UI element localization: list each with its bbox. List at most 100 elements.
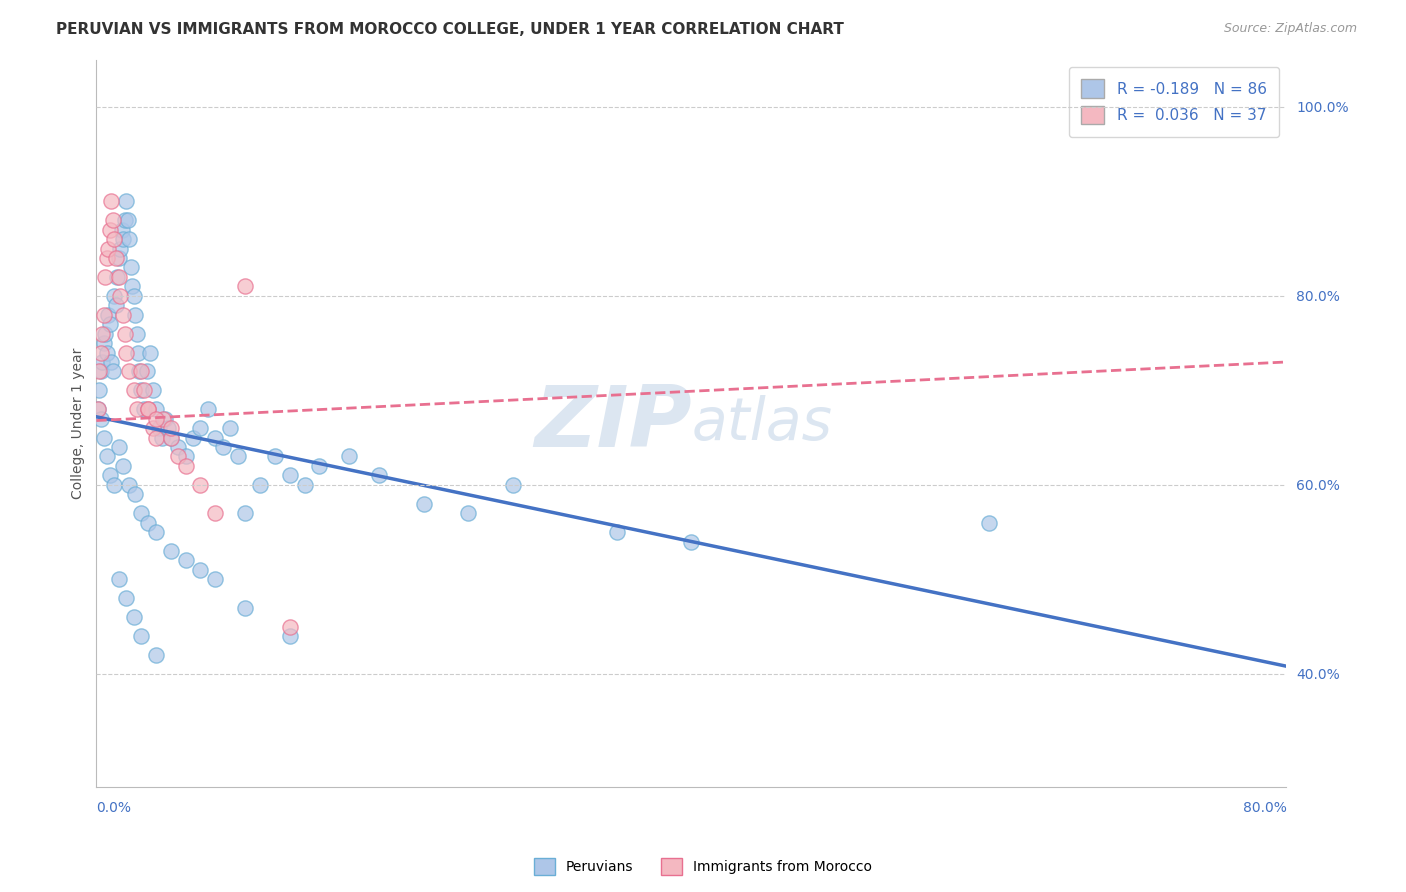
Point [128,364,150,378]
Point [142,421,165,435]
Point [145,524,167,539]
Point [174,553,197,567]
Point [105,269,128,284]
Point [226,450,249,464]
Point [90,345,112,359]
Legend: Peruvians, Immigrants from Morocco: Peruvians, Immigrants from Morocco [529,853,877,880]
Point [97,308,120,322]
Point [294,478,316,492]
Point [115,591,138,606]
Point [97,242,120,256]
Point [138,402,160,417]
Point [233,506,256,520]
Point [152,411,174,425]
Point [233,600,256,615]
Point [606,524,628,539]
Point [104,298,127,312]
Point [107,269,129,284]
Point [96,251,118,265]
Point [142,384,165,398]
Point [138,402,160,417]
Point [124,308,146,322]
Point [94,326,117,341]
Point [112,232,135,246]
Point [249,478,271,492]
Point [278,629,301,643]
Point [145,431,167,445]
Text: 80.0%: 80.0% [1243,801,1286,815]
Point [98,468,121,483]
Point [167,440,190,454]
Point [127,345,149,359]
Point [159,431,181,445]
Point [132,384,155,398]
Point [104,251,127,265]
Point [124,487,146,501]
Point [107,572,129,586]
Point [132,402,155,417]
Text: atlas: atlas [692,395,832,452]
Text: 0.0%: 0.0% [97,801,131,815]
Point [197,402,219,417]
Point [107,251,129,265]
Point [118,478,141,492]
Point [145,411,167,425]
Point [101,364,124,378]
Point [121,279,143,293]
Point [129,629,152,643]
Point [117,213,139,227]
Point [122,610,145,624]
Point [120,260,142,275]
Point [87,402,110,417]
Point [112,308,135,322]
Point [111,222,134,236]
Point [107,440,129,454]
Point [204,572,226,586]
Point [89,384,111,398]
Point [278,468,301,483]
Point [308,458,330,473]
Point [204,506,226,520]
Point [412,497,434,511]
Point [118,232,141,246]
Point [278,619,301,633]
Point [233,279,256,293]
Point [93,431,115,445]
Point [502,478,524,492]
Point [145,402,167,417]
Point [122,289,145,303]
Point [89,364,111,378]
Point [263,450,285,464]
Point [103,232,125,246]
Point [139,345,162,359]
Point [114,213,136,227]
Point [181,431,204,445]
Point [190,563,212,577]
Point [93,336,115,351]
Point [219,421,242,435]
Point [108,242,131,256]
Point [87,402,110,417]
Point [101,213,124,227]
Point [148,421,170,435]
Point [115,194,138,209]
Point [93,308,115,322]
Point [159,431,181,445]
Point [103,478,125,492]
Point [108,289,131,303]
Point [94,269,117,284]
Point [90,411,112,425]
Point [122,384,145,398]
Point [115,345,138,359]
Point [129,364,152,378]
Text: Source: ZipAtlas.com: Source: ZipAtlas.com [1223,22,1357,36]
Point [457,506,479,520]
Point [337,450,360,464]
Point [153,411,176,425]
Point [96,450,118,464]
Point [96,345,118,359]
Point [125,326,148,341]
Point [98,317,121,331]
Point [125,402,148,417]
Text: PERUVIAN VS IMMIGRANTS FROM MOROCCO COLLEGE, UNDER 1 YEAR CORRELATION CHART: PERUVIAN VS IMMIGRANTS FROM MOROCCO COLL… [56,22,844,37]
